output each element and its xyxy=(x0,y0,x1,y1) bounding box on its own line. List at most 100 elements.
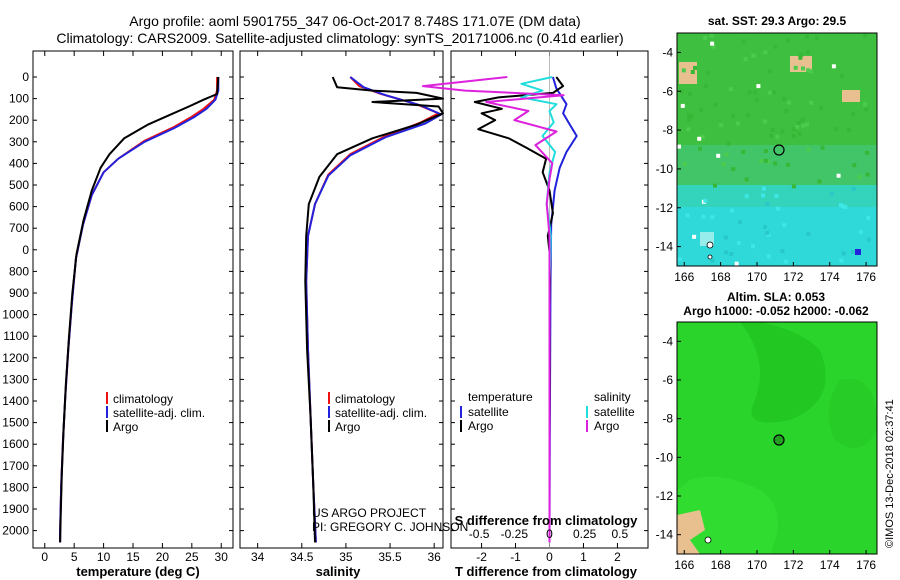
map-y-tick-label: -8 xyxy=(662,123,673,137)
sla-float-marker xyxy=(773,434,785,446)
legend-label-argo: Argo xyxy=(113,420,139,434)
map-x-tick-label: 176 xyxy=(856,270,876,284)
sst-pixel xyxy=(817,179,822,184)
sst-pixel xyxy=(774,193,779,198)
sla-dark-eddy xyxy=(828,378,877,448)
x-tick-label: 0 xyxy=(546,550,553,564)
sst-pixel xyxy=(776,206,780,211)
sst-pixel xyxy=(782,96,787,101)
sst-land-patch xyxy=(842,90,860,102)
series-line-climatology xyxy=(305,76,440,543)
sst-pixel xyxy=(682,162,687,167)
sla-land-patch xyxy=(677,510,705,554)
sst-pixel xyxy=(763,225,767,229)
sst-pixel xyxy=(687,113,691,118)
sst-pixel xyxy=(688,91,693,96)
sst-pixel xyxy=(863,102,868,107)
depth-tick-label: 1600 xyxy=(2,437,29,451)
sst-pixel xyxy=(775,134,780,139)
sst-pixel xyxy=(798,55,803,60)
sst-pixel xyxy=(763,158,768,163)
depth-tick-label: 1500 xyxy=(2,416,29,430)
sst-pixel xyxy=(865,150,870,155)
depth-tick-label: 1700 xyxy=(2,459,29,473)
difference-legend: temperature satellite Argo salinity sate… xyxy=(460,390,635,433)
sst-pixel xyxy=(815,36,820,41)
sst-pixel xyxy=(839,258,844,263)
sst-island xyxy=(707,254,713,260)
sst-pixel xyxy=(780,129,785,134)
sst-map-frame xyxy=(676,32,878,267)
map-x-tick-label: 166 xyxy=(674,270,694,284)
sst-pixel xyxy=(772,90,776,95)
sst-pixel xyxy=(751,53,756,58)
sst-pixel xyxy=(866,215,871,220)
sst-pixel xyxy=(703,198,708,203)
sst-pixel xyxy=(751,244,755,249)
sst-pixel xyxy=(690,70,695,74)
x-tick-label: 30 xyxy=(215,550,229,564)
sla-island xyxy=(704,536,712,544)
sst-pixel xyxy=(713,102,718,107)
sst-pixel xyxy=(745,113,750,118)
map-y-tick-label: -10 xyxy=(656,450,674,464)
x-tick-label: 15 xyxy=(126,550,140,564)
legend-title-temperature: temperature xyxy=(468,390,533,404)
x-tick-label-top: 0 xyxy=(546,527,553,541)
x-tick-label: 2 xyxy=(614,550,621,564)
sst-pixel xyxy=(698,146,702,151)
legend-label-climatology: climatology xyxy=(335,392,395,406)
series-line-satellite-adj-clim- xyxy=(305,76,443,543)
depth-tick-label: 1200 xyxy=(2,351,29,365)
x-tick-label: 35.5 xyxy=(378,550,402,564)
x-tick-label: 34 xyxy=(251,550,265,564)
x-tick-label: 25 xyxy=(185,550,199,564)
x-tick-label-top: 0.5 xyxy=(612,527,629,541)
sst-pixel xyxy=(724,152,729,157)
sst-pixel xyxy=(808,69,813,74)
depth-axis: 0 100 200 300 400 500 600 700 0 800 900 1000 1100 120… xyxy=(2,70,29,538)
x-tick-label: 36 xyxy=(427,550,441,564)
sst-pixel xyxy=(766,254,771,259)
sst-pixel xyxy=(741,149,746,154)
series-line-argo xyxy=(304,76,444,543)
credit-pi: PI: GREGORY C. JOHNSON xyxy=(312,520,468,534)
sst-pixel xyxy=(865,172,870,177)
panel-tick-marks xyxy=(33,51,648,548)
sst-pixel xyxy=(731,113,736,118)
sst-pixel xyxy=(709,33,714,38)
sst-pixel xyxy=(703,35,708,40)
sst-pixel xyxy=(834,127,839,132)
sst-pixel xyxy=(763,149,768,153)
sst-pixel xyxy=(784,108,789,113)
sst-pixel xyxy=(852,163,857,168)
map-x-tick-label: 174 xyxy=(820,270,840,284)
sst-pixel xyxy=(716,153,721,158)
map-x-tick-label: 172 xyxy=(783,270,803,284)
sst-pixel xyxy=(765,202,770,207)
sst-pixel xyxy=(863,33,868,38)
depth-tick-label: 1400 xyxy=(2,394,29,408)
sst-pixel xyxy=(763,50,768,55)
map-x-tick-label: 176 xyxy=(856,558,876,572)
sst-map xyxy=(677,33,877,266)
x-tick-label: 20 xyxy=(156,550,170,564)
x-tick-label: 35 xyxy=(339,550,353,564)
map-y-tick-label: -10 xyxy=(656,162,674,176)
sst-pixel xyxy=(851,186,856,191)
sst-pixel xyxy=(721,162,726,167)
sst-pixel xyxy=(710,41,715,46)
sst-pixel xyxy=(703,84,708,89)
sst-pixel xyxy=(744,194,749,199)
sst-pixel xyxy=(793,65,798,70)
series-line-satellite-adj-clim- xyxy=(59,77,220,543)
sst-pixel xyxy=(724,250,729,255)
map-y-tick-label: -6 xyxy=(662,373,673,387)
sst-pixel xyxy=(866,237,871,242)
sst-pixel xyxy=(753,90,758,95)
difference-xlabel: T difference from climatology xyxy=(455,564,638,579)
sst-pixel xyxy=(831,64,836,69)
sst-pixel xyxy=(692,234,697,239)
x-tick-label: -1 xyxy=(510,550,521,564)
map-x-tick-label: 168 xyxy=(711,270,731,284)
